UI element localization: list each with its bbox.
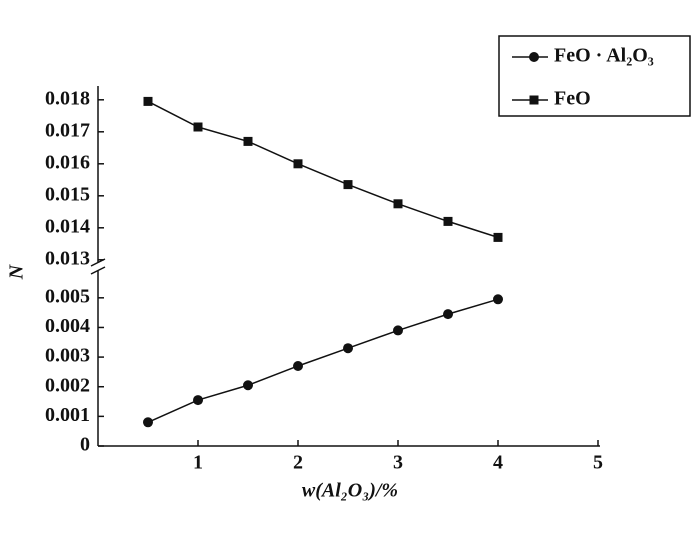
legend-box [498, 35, 691, 117]
x-tick-label: 2 [293, 452, 303, 474]
marker [443, 216, 453, 226]
y-tick-label: 0.001 [45, 404, 90, 426]
x-tick-label: 1 [193, 452, 203, 474]
y-tick-label: 0 [80, 434, 90, 456]
y-tick-label: 0.002 [45, 374, 90, 396]
marker [393, 199, 403, 209]
y-tick-label: 0.003 [45, 345, 90, 367]
y-axis-label: N [6, 263, 28, 280]
marker [393, 325, 403, 336]
marker [293, 159, 303, 169]
y-tick-label: 0.005 [45, 285, 90, 307]
y-tick-label: 0.015 [45, 183, 90, 205]
legend-marker [529, 95, 539, 105]
marker [243, 136, 253, 146]
y-tick-label: 0.013 [45, 247, 90, 269]
marker [143, 96, 153, 106]
marker [343, 180, 353, 190]
y-tick-label: 0.016 [45, 151, 90, 173]
y-tick-label: 0.004 [45, 315, 90, 337]
marker [343, 343, 353, 354]
marker [143, 417, 153, 428]
x-tick-label: 4 [493, 452, 503, 474]
marker [493, 232, 503, 242]
marker [443, 309, 453, 320]
x-tick-label: 3 [393, 452, 403, 474]
series-line [147, 298, 499, 423]
marker [193, 395, 203, 406]
y-tick-label: 0.017 [45, 119, 90, 141]
x-tick-label: 5 [593, 452, 603, 474]
legend-label: FeO [554, 88, 591, 110]
y-tick-label: 0.018 [45, 87, 90, 109]
legend-label: FeO · Al₂O₃ [554, 45, 654, 67]
marker [243, 380, 253, 391]
marker [493, 294, 503, 305]
marker [293, 360, 303, 371]
series-line [147, 100, 499, 239]
y-tick-label: 0.014 [45, 215, 90, 237]
axis-break [90, 266, 106, 275]
x-axis-label: w(Al₂O₃)/% [302, 480, 398, 502]
marker [193, 122, 203, 132]
legend-marker [529, 52, 539, 62]
